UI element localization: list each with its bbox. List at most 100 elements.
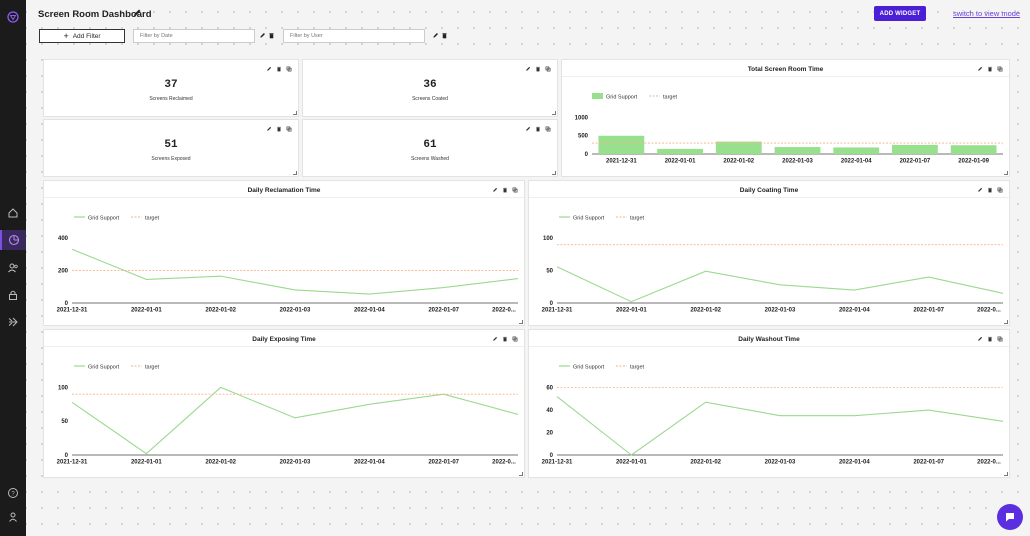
delete-icon[interactable]: [535, 126, 541, 132]
resize-handle[interactable]: [293, 111, 297, 115]
edit-icon[interactable]: [492, 336, 498, 342]
resize-handle[interactable]: [293, 171, 297, 175]
lock-icon[interactable]: [0, 285, 26, 305]
stat-card-reclaimed: 37 Screens Reclaimed: [43, 59, 299, 117]
edit-title-icon[interactable]: [132, 8, 142, 18]
edit-icon[interactable]: [525, 126, 531, 132]
help-icon[interactable]: ?: [0, 483, 26, 503]
add-filter-button[interactable]: + Add Filter: [39, 29, 125, 43]
edit-icon[interactable]: [977, 66, 983, 72]
copy-icon[interactable]: [545, 126, 551, 132]
copy-icon[interactable]: [997, 336, 1003, 342]
copy-icon[interactable]: [512, 187, 518, 193]
copy-icon[interactable]: [997, 66, 1003, 72]
x-tick-label: 2021-12-31: [57, 460, 88, 466]
x-tick-label: 2022-01-04: [839, 308, 870, 314]
edit-icon[interactable]: [977, 336, 983, 342]
y-tick-label: 20: [546, 431, 553, 437]
x-tick-label: 2021-12-31: [542, 308, 573, 314]
chart-card-total-screen-room-time: Total Screen Room Time Grid Support target…: [561, 59, 1010, 177]
share-icon[interactable]: [0, 312, 26, 332]
delete-icon[interactable]: [535, 66, 541, 72]
stat-label: Screens Reclaimed: [149, 96, 193, 102]
legend-label-grid-support: Grid Support: [606, 95, 638, 101]
resize-handle[interactable]: [519, 320, 523, 324]
switch-to-view-mode-link[interactable]: switch to view mode: [953, 9, 1021, 18]
resize-handle[interactable]: [1004, 171, 1008, 175]
delete-icon[interactable]: [276, 66, 282, 72]
copy-icon[interactable]: [286, 126, 292, 132]
edit-icon[interactable]: [492, 187, 498, 193]
edit-icon[interactable]: [977, 187, 983, 193]
legend-label-target: target: [145, 216, 160, 222]
y-tick-label: 60: [546, 386, 553, 392]
delete-icon[interactable]: [502, 187, 508, 193]
y-tick-label: 50: [546, 269, 553, 275]
x-tick-label: 2022-01-04: [841, 159, 872, 165]
edit-icon[interactable]: [266, 66, 272, 72]
delete-icon[interactable]: [987, 336, 993, 342]
edit-date-filter-icon[interactable]: [259, 32, 266, 39]
edit-icon[interactable]: [525, 66, 531, 72]
stat-label: Screens Exposed: [151, 156, 191, 162]
bar-2022-01-07: [892, 144, 938, 154]
resize-handle[interactable]: [519, 472, 523, 476]
resize-handle[interactable]: [1004, 472, 1008, 476]
divider: [562, 76, 1009, 77]
edit-icon[interactable]: [266, 126, 272, 132]
chart-title: Daily Coating Time: [739, 187, 799, 194]
legend-label-target: target: [630, 365, 645, 371]
stat-label: Screens Coated: [412, 96, 448, 102]
card-toolbar: [492, 336, 518, 342]
legend-label-grid-support: Grid Support: [88, 365, 120, 371]
chart-legend: Grid Support target: [74, 216, 160, 222]
copy-icon[interactable]: [286, 66, 292, 72]
y-tick-label: 100: [543, 236, 554, 242]
card-toolbar: [525, 66, 551, 72]
copy-icon[interactable]: [997, 187, 1003, 193]
filter-by-date-input[interactable]: [133, 29, 255, 43]
logo-icon[interactable]: [0, 7, 26, 27]
delete-date-filter-icon[interactable]: [268, 32, 275, 39]
chart-legend: Grid Support target: [74, 365, 160, 371]
chart-title: Daily Reclamation Time: [247, 187, 321, 194]
sidebar: ?: [0, 0, 26, 536]
delete-icon[interactable]: [276, 126, 282, 132]
chart-plot: Grid Support target 0 20 40 60 2021-12-31 2022-…: [542, 365, 1004, 466]
copy-icon[interactable]: [545, 66, 551, 72]
dashboard-icon[interactable]: [0, 230, 26, 250]
x-tick-label: 2022-01-07: [913, 308, 944, 314]
user-icon[interactable]: [0, 507, 26, 527]
y-tick-label: 50: [61, 419, 68, 425]
x-tick-label: 2022-01-07: [428, 308, 459, 314]
stat-card-coated: 36 Screens Coated: [302, 59, 558, 117]
stat-value: 37: [164, 79, 178, 91]
delete-icon[interactable]: [987, 66, 993, 72]
copy-icon[interactable]: [512, 336, 518, 342]
delete-user-filter-icon[interactable]: [441, 32, 448, 39]
x-tick-label: 2022-01-07: [900, 159, 931, 165]
chat-icon: [1006, 513, 1014, 522]
edit-user-filter-icon[interactable]: [432, 32, 439, 39]
bar-2021-12-31: [598, 135, 645, 154]
chart-legend: Grid Support target: [592, 93, 678, 101]
chart-title: Daily Washout Time: [738, 336, 800, 343]
filter-by-user-input[interactable]: [283, 29, 425, 43]
resize-handle[interactable]: [552, 171, 556, 175]
delete-icon[interactable]: [987, 187, 993, 193]
x-tick-label: 2022-01-01: [131, 308, 162, 314]
chat-support-button[interactable]: [997, 504, 1023, 530]
x-tick-label: 2022-01-01: [131, 460, 162, 466]
legend-label-grid-support: Grid Support: [573, 216, 605, 222]
stat-value: 51: [164, 139, 178, 151]
resize-handle[interactable]: [552, 111, 556, 115]
x-tick-label: 2022-01-09: [958, 159, 989, 165]
add-widget-button[interactable]: ADD WIDGET: [874, 6, 926, 21]
svg-text:?: ?: [11, 491, 15, 497]
y-tick-label: 0: [585, 152, 589, 158]
users-icon[interactable]: [0, 258, 26, 278]
page-title: Screen Room Dashboard: [38, 9, 152, 20]
delete-icon[interactable]: [502, 336, 508, 342]
home-icon[interactable]: [0, 203, 26, 223]
resize-handle[interactable]: [1004, 320, 1008, 324]
